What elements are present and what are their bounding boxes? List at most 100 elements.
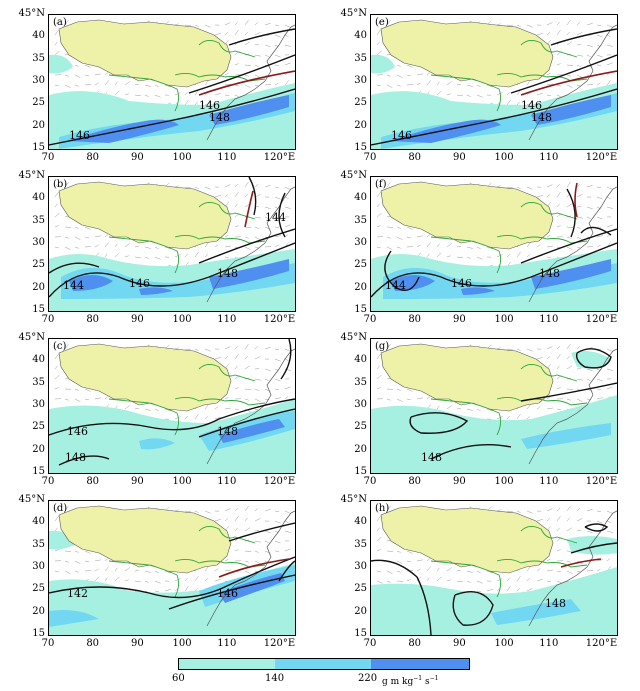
latitude-tick: 40 xyxy=(32,354,45,366)
wind-vector xyxy=(64,570,71,574)
wind-vector xyxy=(194,251,199,258)
wind-vector xyxy=(506,91,510,96)
latitude-tick: 25 xyxy=(354,421,367,433)
wind-vector xyxy=(376,50,382,56)
wind-vector xyxy=(516,101,520,106)
wind-vector xyxy=(606,224,613,228)
wind-vector xyxy=(224,94,230,96)
colorbar-segment-mid xyxy=(275,659,371,669)
wind-vector xyxy=(406,236,411,239)
wind-vector xyxy=(596,24,602,26)
wind-vector xyxy=(94,568,99,572)
coastline xyxy=(206,186,295,303)
wind-vector xyxy=(426,558,431,562)
longitude-tick: 120°E xyxy=(263,314,296,325)
map-field xyxy=(371,343,617,473)
wind-vector xyxy=(284,224,291,228)
wind-vector xyxy=(224,32,229,36)
wind-vector xyxy=(204,24,211,28)
wind-vector xyxy=(204,242,209,248)
longitude-tick: 90 xyxy=(131,152,144,163)
wind-vector xyxy=(526,186,533,190)
wind-vector xyxy=(254,560,261,564)
contour-label: 142 xyxy=(67,587,88,600)
wind-vector xyxy=(396,74,403,78)
wind-vector xyxy=(224,72,229,76)
moisture-flux-low xyxy=(49,530,75,550)
wind-vector xyxy=(264,184,271,188)
wind-vector xyxy=(396,388,401,391)
longitude-tick: 90 xyxy=(131,314,144,325)
wind-vector xyxy=(64,236,69,239)
wind-vector xyxy=(94,397,101,400)
wind-vector xyxy=(284,34,289,37)
wind-vector xyxy=(556,515,561,522)
wind-vector xyxy=(596,397,603,400)
wind-vector xyxy=(446,579,451,582)
longitude-tick: 70 xyxy=(41,476,55,487)
longitude-tick: 110 xyxy=(217,314,237,325)
wind-vector xyxy=(606,206,613,209)
wind-vector xyxy=(506,186,513,189)
moisture-flux-high xyxy=(461,287,495,295)
wind-vector xyxy=(74,226,79,229)
longitude-tick: 80 xyxy=(86,152,100,163)
wind-vector xyxy=(224,234,229,238)
latitude-tick: 35 xyxy=(354,214,367,226)
wind-vector xyxy=(596,559,603,562)
wind-vector xyxy=(264,540,269,543)
wind-vector xyxy=(406,64,413,68)
wind-vector xyxy=(576,570,581,573)
wind-vector xyxy=(234,549,239,552)
contour-label: 148 xyxy=(539,267,560,280)
wind-vector xyxy=(526,566,531,572)
wind-vector xyxy=(54,41,58,46)
latitude-tick: 45°N xyxy=(18,494,45,505)
map-field xyxy=(49,177,295,311)
river xyxy=(174,396,266,406)
wind-vector xyxy=(244,246,251,250)
latitude-tick: 15 xyxy=(32,466,45,477)
wind-vector xyxy=(446,567,452,572)
longitude-tick: 100 xyxy=(172,152,192,163)
wind-vector xyxy=(576,518,583,522)
wind-vector xyxy=(376,507,380,512)
longitude-tick: 110 xyxy=(539,152,559,163)
wind-vector xyxy=(586,378,591,381)
panel-f: (f) 144 146 148 xyxy=(370,176,618,312)
wind-vector xyxy=(84,388,91,392)
wind-vector xyxy=(596,186,602,188)
wind-vector xyxy=(244,64,252,66)
wind-vector xyxy=(566,226,574,228)
wind-vector xyxy=(486,589,493,592)
geopotential-contour xyxy=(198,228,295,264)
longitude-tick: 120°E xyxy=(263,638,296,649)
wind-vector xyxy=(376,29,381,36)
longitude-tick: 70 xyxy=(41,638,55,649)
wind-vector xyxy=(536,244,541,248)
river xyxy=(520,40,578,58)
wind-vector xyxy=(476,94,483,98)
latitude-tick: 20 xyxy=(354,443,367,455)
wind-vector xyxy=(224,346,231,350)
wind-vector xyxy=(386,398,391,401)
longitude-tick: 120°E xyxy=(585,152,618,163)
wind-vector xyxy=(536,406,541,410)
wind-vector xyxy=(104,253,108,258)
longitude-tick: 110 xyxy=(539,314,559,325)
wind-vector xyxy=(376,515,381,522)
wind-vector xyxy=(396,560,403,564)
wind-vector xyxy=(244,343,249,350)
wind-vector xyxy=(154,94,161,98)
geopotential-contour xyxy=(575,348,612,369)
longitude-tick: 90 xyxy=(453,476,466,487)
geopotential-contour xyxy=(49,242,295,298)
wind-vector xyxy=(54,191,59,198)
wind-vector xyxy=(566,246,573,250)
longitude-tick: 120°E xyxy=(585,638,618,649)
wind-vector xyxy=(566,398,571,401)
wind-vector xyxy=(546,234,551,238)
map-field xyxy=(371,19,617,149)
latitude-tick: 15 xyxy=(354,304,367,315)
wind-vector xyxy=(184,99,189,106)
